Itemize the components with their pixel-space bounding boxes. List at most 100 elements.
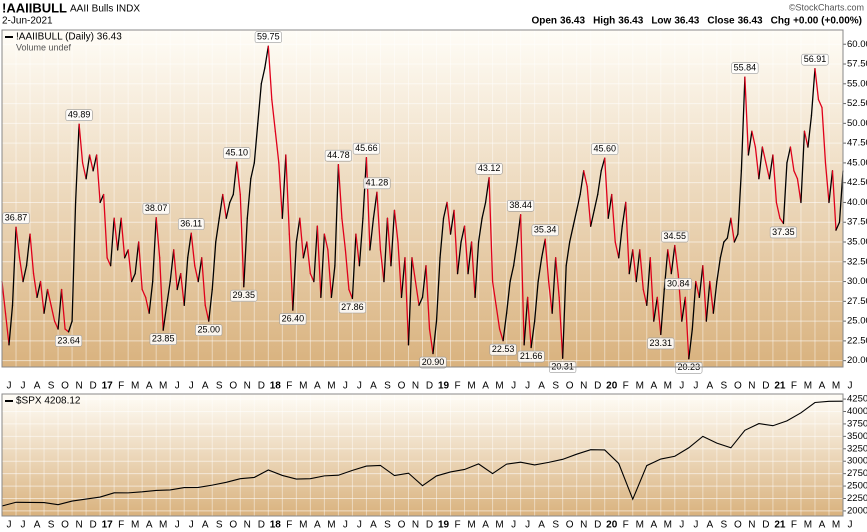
x-tick-label: M: [299, 520, 307, 531]
x-tick-label: 21: [774, 520, 786, 531]
line-segment: [295, 217, 301, 243]
line-segment: [173, 249, 178, 291]
x-tick-label: A: [34, 520, 41, 531]
line-segment: [611, 193, 616, 243]
line-segment: [642, 288, 648, 306]
x-tick-label: A: [707, 381, 714, 392]
data-label-box: [731, 62, 759, 74]
line-segment: [786, 146, 792, 164]
line-segment: [281, 154, 287, 219]
data-label-box: [531, 224, 559, 237]
y-tick-label: 42.50: [847, 177, 867, 188]
x-tick-label: J: [7, 520, 12, 531]
symbol-name: AAII Bulls INDX: [70, 4, 140, 15]
x-tick-label: O: [734, 381, 742, 392]
data-label-box: [195, 324, 223, 336]
x-tick-label: D: [426, 381, 433, 392]
x-tick-label: S: [48, 381, 55, 392]
data-label: 59.75: [257, 32, 280, 42]
line-segment: [583, 170, 588, 188]
line-segment: [551, 257, 557, 314]
line-segment: [113, 217, 119, 251]
x-tick-label: J: [693, 520, 698, 531]
line-segment: [211, 241, 217, 291]
line-segment: [765, 162, 771, 180]
line-segment: [187, 232, 192, 259]
line-segment: [8, 304, 14, 346]
x-tick-label: D: [258, 381, 265, 392]
x-tick-label: N: [244, 381, 251, 392]
legend-label: !AAIIBULL (Daily) 36.43: [16, 32, 122, 43]
line-segment: [313, 225, 319, 283]
x-tick-label: N: [748, 381, 755, 392]
data-label: 44.78: [327, 150, 350, 160]
line-segment: [512, 241, 518, 267]
x-tick-label: N: [580, 381, 587, 392]
x-tick-label: O: [566, 381, 574, 392]
x-tick-label: A: [314, 381, 321, 392]
data-label: 38.44: [509, 200, 532, 210]
line-segment: [698, 265, 704, 299]
line-segment: [712, 280, 718, 314]
line-segment: [660, 288, 665, 336]
date: 2-Jun-2021: [2, 16, 53, 27]
line-segment: [50, 304, 56, 322]
line-segment: [674, 244, 679, 276]
data-label: 23.31: [650, 338, 673, 348]
line-segment: [1, 280, 7, 314]
y-tick-label: 3750: [847, 418, 867, 429]
line-segment: [323, 233, 329, 251]
line-segment: [71, 201, 77, 322]
symbol: !AAIIBULL: [2, 0, 67, 15]
line-segment: [4, 312, 10, 346]
line-segment: [618, 225, 623, 259]
line-segment: [428, 328, 434, 355]
line-segment: [491, 280, 497, 306]
data-label: 49.89: [68, 110, 91, 120]
line-segment: [278, 162, 283, 219]
x-tick-label: S: [48, 520, 55, 531]
x-tick-label: 18: [270, 520, 282, 531]
data-label: 23.64: [57, 335, 80, 345]
x-tick-label: O: [398, 381, 406, 392]
legend-label: $SPX 4208.12: [16, 396, 81, 407]
line-segment: [807, 114, 813, 148]
line-segment: [754, 146, 760, 180]
x-tick-label: A: [650, 520, 657, 531]
data-label-box: [475, 162, 503, 175]
line-segment: [470, 241, 476, 299]
line-segment: [383, 217, 389, 283]
y-tick-label: 47.50: [847, 138, 867, 149]
x-tick-label: J: [21, 520, 26, 531]
line-segment: [600, 157, 606, 172]
data-label: 41.28: [366, 178, 389, 188]
line-segment: [169, 249, 175, 283]
data-label: 22.53: [492, 344, 515, 354]
line-segment: [194, 265, 199, 283]
line-segment: [131, 273, 136, 283]
data-label: 21.66: [520, 351, 543, 361]
line-segment: [691, 280, 697, 330]
line-segment: [386, 217, 392, 267]
line-segment: [544, 238, 550, 283]
y-tick-label: 22.50: [847, 335, 867, 346]
line-segment: [176, 273, 182, 291]
line-segment: [653, 296, 658, 322]
line-segment: [481, 201, 487, 219]
quote-value: 36.43: [738, 16, 763, 27]
y-tick-label: 52.50: [847, 98, 867, 109]
x-tick-label: O: [229, 381, 237, 392]
y-tick-label: 37.50: [847, 217, 867, 228]
line-segment: [726, 217, 732, 239]
line-segment: [64, 328, 70, 333]
x-tick-label: 18: [270, 381, 282, 392]
data-label: 26.40: [282, 313, 305, 323]
x-tick-label: M: [804, 381, 812, 392]
x-tick-label: M: [131, 520, 139, 531]
line-segment: [222, 193, 227, 219]
y-tick-label: 3000: [847, 456, 867, 467]
line-segment: [814, 68, 820, 101]
line-segment: [411, 257, 417, 283]
x-tick-label: J: [7, 381, 12, 392]
